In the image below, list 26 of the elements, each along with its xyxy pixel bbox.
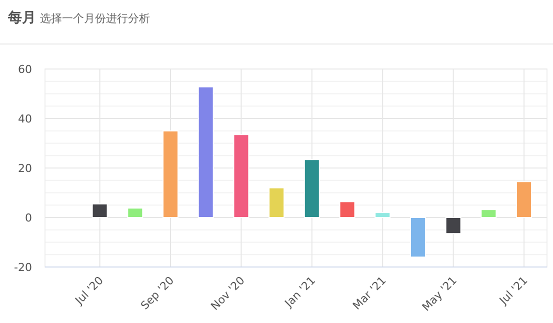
x-tick-label: Jul '20 (72, 274, 106, 308)
bar (374, 212, 391, 218)
y-tick-label: 20 (18, 162, 32, 175)
bar (233, 134, 250, 218)
x-tick-label: Sep '20 (138, 274, 177, 312)
x-tick-label: Jul '21 (496, 274, 530, 308)
bar (516, 181, 532, 218)
x-tick-label: Nov '20 (208, 274, 248, 313)
bar (127, 208, 144, 218)
bar (304, 159, 320, 218)
bar (445, 217, 462, 234)
chart-subtitle: 选择一个月份进行分析 (40, 12, 150, 25)
bar (268, 187, 285, 218)
y-tick-label: 40 (18, 112, 32, 126)
bar (410, 217, 426, 258)
bar (480, 209, 497, 218)
y-tick-label: 60 (18, 63, 32, 76)
bar (339, 201, 356, 218)
bar (162, 130, 178, 218)
y-tick-label: -20 (14, 261, 32, 274)
x-tick-label: Jan '21 (282, 274, 318, 310)
y-tick-label: 0 (25, 212, 32, 224)
chart-title: 每月 (7, 10, 36, 26)
bar (198, 86, 214, 218)
x-tick-label: Mar '21 (350, 274, 389, 312)
bar (92, 203, 108, 218)
